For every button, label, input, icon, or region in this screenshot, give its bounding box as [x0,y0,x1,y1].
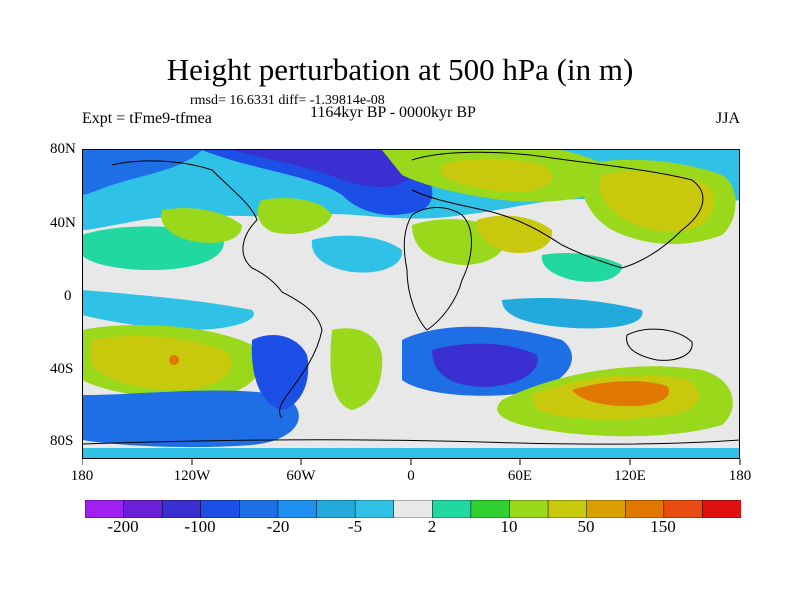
x-tick-label: 180 [70,468,94,484]
colorbar-label: -200 [107,517,139,536]
colorbar-swatch [161,500,202,518]
colorbar-swatch [239,500,279,518]
pacific-midlat-core [161,208,242,243]
asia-high-core [599,171,715,232]
colorbar-swatch [85,500,125,518]
axis-ticks [82,459,741,465]
x-tick-label: 60E [507,468,533,484]
colorbar-label: -100 [184,517,216,536]
x-tick-label: 120E [614,468,646,484]
colorbar-label: -5 [347,517,363,536]
colorbar-swatch [702,500,741,518]
chart-title: Height perturbation at 500 hPa (in m) [166,52,634,87]
x-tick-label: 180 [728,468,752,484]
south-indian-low-core [432,343,538,387]
colorbar-swatch [354,500,395,518]
south-pacific-high-peak [169,355,179,365]
period-label: 1164kyr BP - 0000kyr BP [310,104,476,121]
south-pacific-high-core [92,336,232,390]
y-tick-label: 40N [50,215,76,231]
y-tick-label: 80N [50,141,76,157]
colorbar-swatch [393,500,434,518]
x-tick-label: 0 [407,468,415,484]
x-tick-label: 120W [173,468,211,484]
y-tick-label: 40S [50,361,74,377]
colorbar-swatch [470,500,511,518]
tropical-indian-low [502,298,643,329]
colorbar-label: 10 [500,517,518,536]
colorbar-swatch [624,500,665,518]
eurasia-high-core [442,158,553,193]
season-label: JJA [715,110,740,127]
colorbar-label: 150 [650,517,676,536]
colorbar-swatch [586,500,626,518]
indian-north-high [541,253,622,282]
colorbar-label: 50 [577,517,595,536]
tropical-pacific-low [82,290,254,330]
colorbar-swatch [277,500,318,518]
colorbar-swatch [432,500,472,518]
map-panel [82,149,741,465]
south-america-low [251,335,309,410]
stats-label: rmsd= 16.6331 diff= -1.39814e-08 [190,93,385,108]
antarctic-band [82,448,740,459]
atlantic-midlat-low [311,235,403,273]
colorbar-label: -20 [266,517,290,536]
south-atlantic-high [330,328,383,410]
southern-ocean-high-core [572,381,669,407]
north-america-high [257,198,332,235]
y-tick-label: 80S [50,433,74,449]
north-atlantic-core [232,150,413,187]
colorbar-swatch [200,500,241,518]
colorbar-label: 2 [427,517,437,536]
experiment-label: Expt = tFme9-tfmea [82,110,212,127]
x-tick-label: 60W [286,468,316,484]
map-frame [82,149,740,459]
colorbar-swatch [509,500,549,518]
colorbar [85,500,741,518]
pacific-north-low [82,150,202,195]
southern-ocean-low-west [82,390,299,448]
arabia-high [476,215,553,254]
y-tick-label: 0 [64,288,72,304]
contour-field [82,149,740,459]
colorbar-swatch [316,500,356,518]
colorbar-swatch [663,500,704,518]
coastlines [82,151,740,445]
colorbar-swatch [123,500,163,518]
colorbar-swatch [547,500,588,518]
